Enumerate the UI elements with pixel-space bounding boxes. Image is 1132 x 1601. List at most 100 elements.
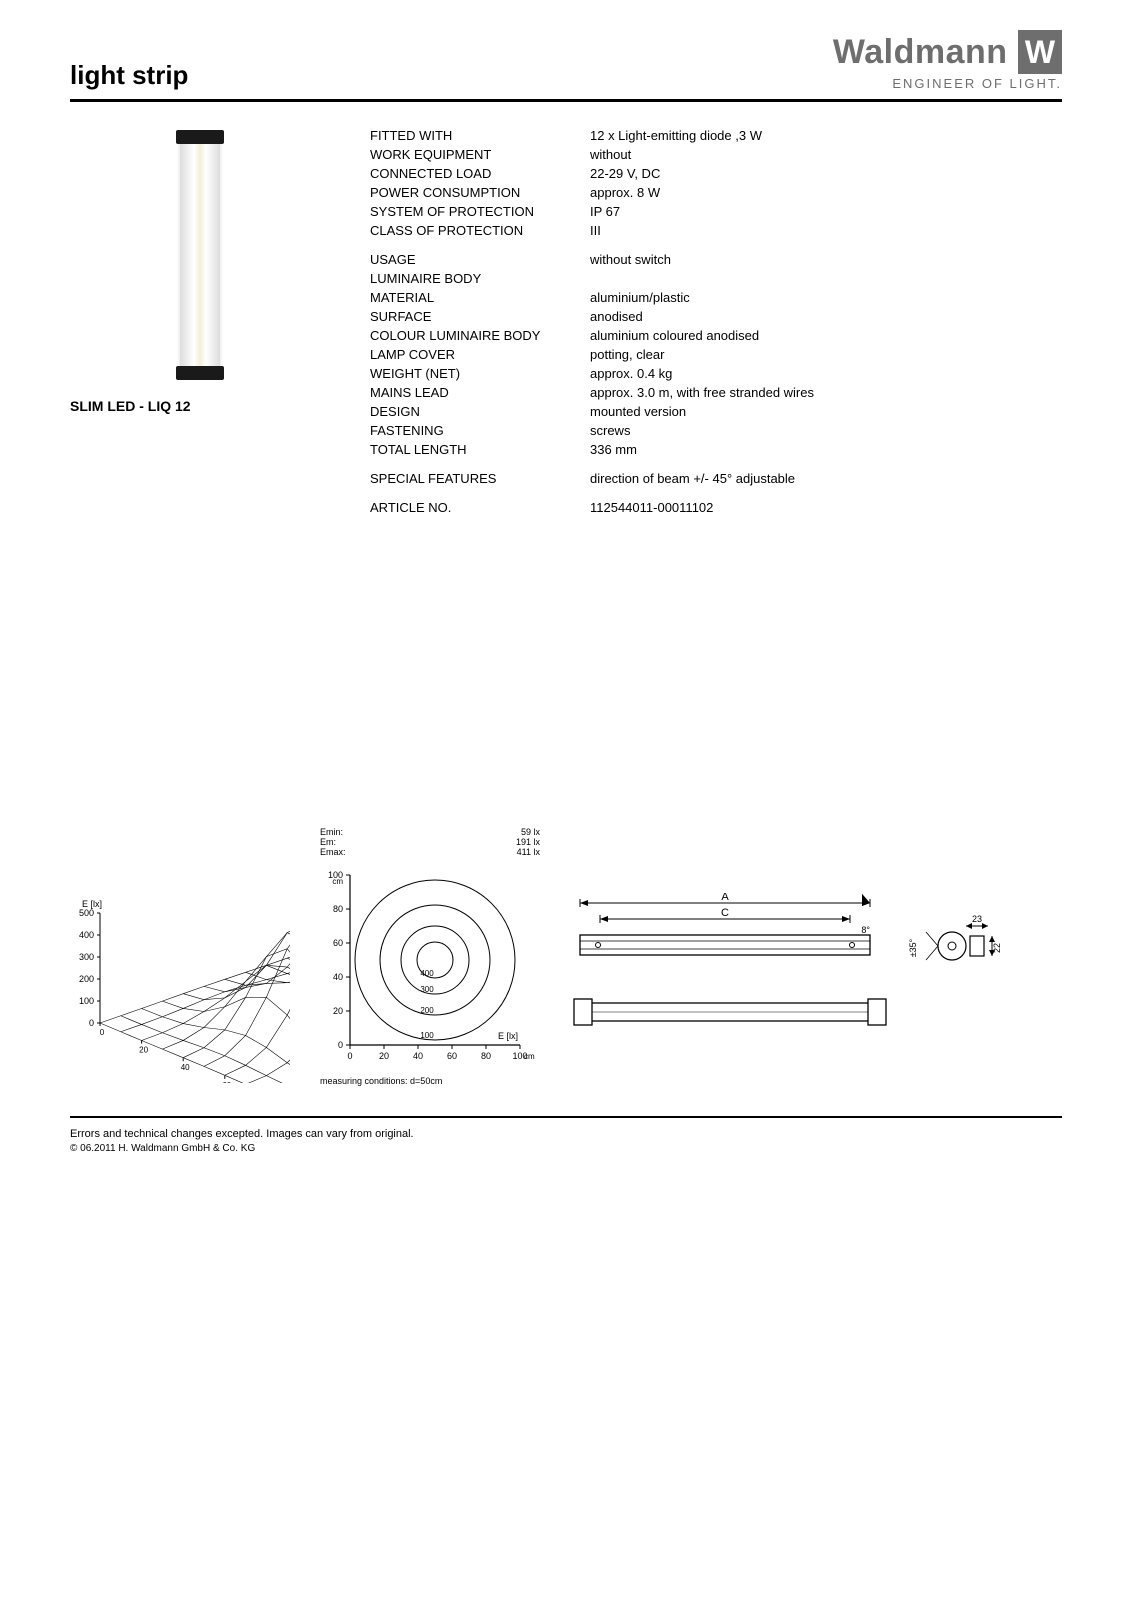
svg-text:40: 40	[333, 972, 343, 982]
spec-row: LUMINAIRE BODY	[370, 269, 1062, 288]
svg-text:500: 500	[79, 908, 94, 918]
spec-table: FITTED WITH12 x Light-emitting diode ,3 …	[370, 126, 1062, 517]
spec-row: SYSTEM OF PROTECTIONIP 67	[370, 202, 1062, 221]
spec-value	[590, 269, 1062, 288]
spec-label: POWER CONSUMPTION	[370, 183, 590, 202]
spec-row: FASTENINGscrews	[370, 421, 1062, 440]
lux-em-value: 191 lx	[516, 837, 540, 847]
svg-text:cm: cm	[332, 877, 343, 886]
svg-text:E [lx]: E [lx]	[498, 1031, 518, 1041]
svg-text:20: 20	[379, 1051, 389, 1061]
lux-emin-label: Emin:	[320, 827, 346, 837]
spec-label: WEIGHT (NET)	[370, 364, 590, 383]
svg-text:60: 60	[447, 1051, 457, 1061]
spec-label: MAINS LEAD	[370, 383, 590, 402]
spec-value: mounted version	[590, 402, 1062, 421]
product-image	[180, 140, 220, 370]
lux-emin-value: 59 lx	[516, 827, 540, 837]
lux-em-label: Em:	[320, 837, 346, 847]
spec-label: FASTENING	[370, 421, 590, 440]
product-name: SLIM LED - LIQ 12	[70, 398, 330, 414]
spec-row: ARTICLE NO.112544011-00011102	[370, 498, 1062, 517]
spec-row: USAGEwithout switch	[370, 250, 1062, 269]
lux-emax-value: 411 lx	[516, 847, 540, 857]
svg-text:100: 100	[79, 996, 94, 1006]
spec-label: USAGE	[370, 250, 590, 269]
svg-text:±35°: ±35°	[908, 938, 918, 957]
spec-row: CONNECTED LOAD22-29 V, DC	[370, 164, 1062, 183]
spec-label: WORK EQUIPMENT	[370, 145, 590, 164]
spec-row: TOTAL LENGTH336 mm	[370, 440, 1062, 459]
spec-row: POWER CONSUMPTIONapprox. 8 W	[370, 183, 1062, 202]
page-footer: Errors and technical changes excepted. I…	[70, 1116, 1062, 1154]
brand-logo: Waldmann W ENGINEER OF LIGHT.	[833, 30, 1062, 91]
svg-text:20: 20	[139, 1046, 148, 1055]
lux-summary: Emin: Em: Emax: 59 lx 191 lx 411 lx	[320, 827, 540, 857]
svg-text:300: 300	[79, 952, 94, 962]
logo-tagline: ENGINEER OF LIGHT.	[833, 76, 1062, 91]
spec-label: SURFACE	[370, 307, 590, 326]
spec-row: WORK EQUIPMENTwithout	[370, 145, 1062, 164]
svg-text:60: 60	[222, 1081, 231, 1083]
svg-text:0: 0	[347, 1051, 352, 1061]
lux-emax-label: Emax:	[320, 847, 346, 857]
svg-text:400: 400	[79, 930, 94, 940]
technical-drawing: AC8°±35°2322	[570, 893, 1062, 1086]
svg-text:E [lx]: E [lx]	[82, 899, 102, 909]
spec-label: CLASS OF PROTECTION	[370, 221, 590, 240]
measuring-conditions: measuring conditions: d=50cm	[320, 1076, 540, 1086]
footer-disclaimer: Errors and technical changes excepted. I…	[70, 1128, 1062, 1140]
svg-text:A: A	[721, 893, 729, 903]
svg-text:cm: cm	[524, 1052, 535, 1061]
svg-text:40: 40	[413, 1051, 423, 1061]
spec-value: approx. 8 W	[590, 183, 1062, 202]
spec-value: without switch	[590, 250, 1062, 269]
spec-row: DESIGNmounted version	[370, 402, 1062, 421]
spec-value: potting, clear	[590, 345, 1062, 364]
svg-text:80: 80	[481, 1051, 491, 1061]
spec-value: III	[590, 221, 1062, 240]
spec-row: MATERIALaluminium/plastic	[370, 288, 1062, 307]
spec-label: SYSTEM OF PROTECTION	[370, 202, 590, 221]
spec-label: CONNECTED LOAD	[370, 164, 590, 183]
svg-text:C: C	[721, 907, 729, 919]
svg-text:0: 0	[338, 1040, 343, 1050]
svg-text:200: 200	[79, 974, 94, 984]
spec-row: MAINS LEADapprox. 3.0 m, with free stran…	[370, 383, 1062, 402]
spec-label: SPECIAL FEATURES	[370, 469, 590, 488]
svg-text:20: 20	[333, 1006, 343, 1016]
logo-wordmark: Waldmann	[833, 33, 1008, 72]
spec-row: CLASS OF PROTECTIONIII	[370, 221, 1062, 240]
spec-value: without	[590, 145, 1062, 164]
spec-value: 12 x Light-emitting diode ,3 W	[590, 126, 1062, 145]
svg-text:400: 400	[420, 969, 434, 978]
page-title: light strip	[70, 60, 188, 91]
spec-row: FITTED WITH12 x Light-emitting diode ,3 …	[370, 126, 1062, 145]
spec-column: FITTED WITH12 x Light-emitting diode ,3 …	[370, 120, 1062, 517]
illuminance-3d-chart: 5004003002001000E [lx]020406080100cm1008…	[70, 873, 290, 1086]
spec-value: aluminium/plastic	[590, 288, 1062, 307]
spec-label: LUMINAIRE BODY	[370, 269, 590, 288]
spec-value: 336 mm	[590, 440, 1062, 459]
spec-value: direction of beam +/- 45° adjustable	[590, 469, 1062, 488]
page-header: light strip Waldmann W ENGINEER OF LIGHT…	[70, 30, 1062, 102]
spec-label: MATERIAL	[370, 288, 590, 307]
spec-value: 112544011-00011102	[590, 498, 1062, 517]
spec-row: LAMP COVERpotting, clear	[370, 345, 1062, 364]
spec-value: approx. 3.0 m, with free stranded wires	[590, 383, 1062, 402]
spec-value: approx. 0.4 kg	[590, 364, 1062, 383]
svg-text:40: 40	[181, 1063, 190, 1072]
svg-text:200: 200	[420, 1006, 434, 1015]
spec-row: SPECIAL FEATURESdirection of beam +/- 45…	[370, 469, 1062, 488]
spec-label: LAMP COVER	[370, 345, 590, 364]
spec-label: COLOUR LUMINAIRE BODY	[370, 326, 590, 345]
illuminance-contour-chart: Emin: Em: Emax: 59 lx 191 lx 411 lx 1008…	[320, 827, 540, 1086]
spec-label: DESIGN	[370, 402, 590, 421]
svg-text:80: 80	[333, 904, 343, 914]
spec-label: FITTED WITH	[370, 126, 590, 145]
spec-row: WEIGHT (NET)approx. 0.4 kg	[370, 364, 1062, 383]
spec-value: aluminium coloured anodised	[590, 326, 1062, 345]
footer-copyright: © 06.2011 H. Waldmann GmbH & Co. KG	[70, 1143, 1062, 1154]
svg-text:0: 0	[100, 1028, 105, 1037]
svg-text:300: 300	[420, 985, 434, 994]
